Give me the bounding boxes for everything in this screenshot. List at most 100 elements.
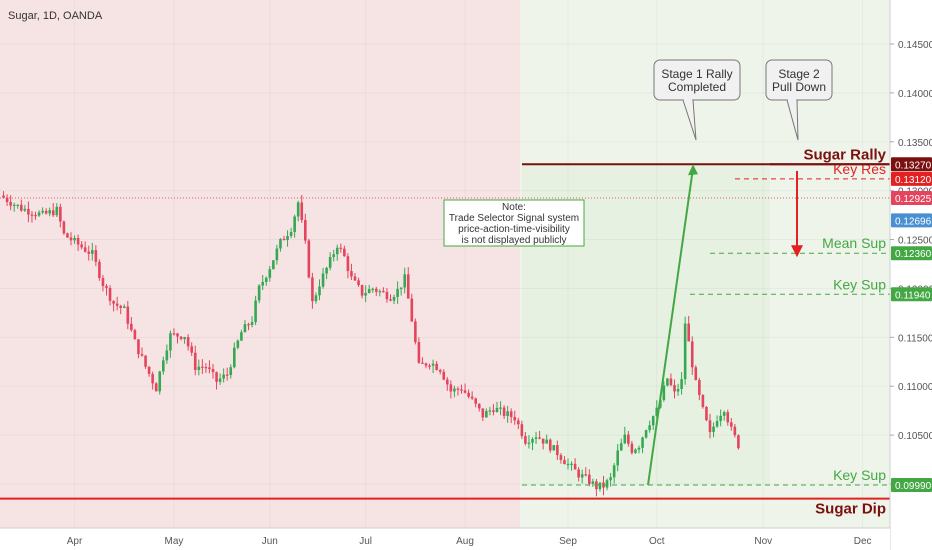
candle-body	[9, 202, 12, 206]
candle	[272, 260, 275, 270]
candle-body	[708, 420, 712, 433]
bearish-zone	[0, 0, 520, 528]
candle	[495, 401, 499, 413]
price-label-tag	[891, 171, 932, 186]
price-label-tag	[891, 157, 932, 172]
candle-body	[272, 260, 275, 270]
price-tick-label: 0.13500	[898, 138, 932, 149]
candle	[367, 284, 371, 294]
candle	[360, 284, 364, 299]
candle-body	[364, 293, 367, 296]
candle-body	[630, 443, 634, 453]
candle	[186, 334, 190, 351]
candle-body	[130, 323, 133, 331]
candle	[73, 235, 76, 244]
candle	[570, 461, 573, 471]
candle-body	[353, 276, 357, 281]
candle-body	[396, 288, 399, 297]
candle-body	[470, 396, 474, 399]
symbol-label: Sugar, 1D, OANDA	[8, 10, 103, 22]
candle	[517, 417, 520, 430]
candle-body	[328, 257, 332, 268]
candle-body	[34, 215, 37, 217]
candle	[417, 337, 421, 364]
candle	[332, 249, 335, 262]
candle-body	[321, 273, 325, 287]
candle	[151, 371, 154, 390]
candle-body	[165, 350, 169, 361]
candle	[147, 366, 151, 377]
price-axis-background	[890, 0, 932, 550]
candle-body	[474, 398, 477, 404]
candle-body	[332, 254, 335, 258]
candle-body	[91, 250, 94, 254]
candle	[627, 431, 630, 447]
candle-body	[520, 424, 524, 437]
candle-body	[499, 407, 502, 409]
candle-body	[488, 410, 492, 412]
candle-body	[722, 412, 726, 416]
candle	[410, 293, 414, 322]
candle-body	[162, 360, 165, 372]
candle-body	[673, 385, 676, 392]
candle-body	[563, 459, 566, 465]
candle	[687, 315, 690, 342]
candle	[9, 195, 12, 211]
candle	[612, 463, 616, 484]
candle-body	[339, 247, 343, 249]
candle-body	[94, 250, 98, 262]
candle-body	[41, 210, 44, 213]
candle-body	[651, 416, 655, 426]
candle-body	[406, 274, 410, 299]
candle-body	[240, 332, 243, 341]
candle	[108, 285, 112, 306]
candle	[446, 377, 449, 391]
candle-body	[588, 474, 591, 484]
candle-body	[247, 324, 250, 326]
candle-body	[261, 282, 264, 286]
price-label-text: 0.13120	[895, 175, 932, 186]
candle-body	[20, 204, 23, 211]
candle-body	[318, 286, 321, 296]
candle-body	[2, 195, 5, 198]
candle	[556, 440, 559, 460]
candle	[98, 259, 101, 281]
candle	[197, 359, 201, 376]
candle-body	[726, 412, 730, 423]
candle-body	[680, 379, 683, 389]
time-axis-background	[0, 528, 890, 550]
candle-body	[222, 374, 225, 379]
candle-body	[545, 439, 548, 444]
price-label-text: 0.09990	[895, 481, 932, 492]
candle	[20, 199, 23, 212]
candle-body	[566, 463, 570, 466]
stage-1-arrow-line	[647, 168, 694, 486]
candle-body	[183, 337, 186, 340]
candle-body	[176, 333, 179, 337]
candle-body	[463, 390, 467, 393]
candle	[247, 322, 250, 331]
callout-border	[653, 59, 741, 101]
candle	[87, 245, 91, 261]
stage-2-arrow-head	[791, 245, 803, 258]
time-axis[interactable]: Apr May Jun Jul Aug Sep Oct Nov Dec	[0, 527, 890, 550]
candle	[619, 438, 623, 451]
candle-body	[492, 410, 495, 412]
candle	[655, 400, 659, 420]
candle-body	[385, 291, 389, 300]
candle	[630, 440, 634, 455]
price-tick-label: 0.10500	[898, 431, 932, 442]
callout-tail	[786, 99, 799, 141]
candle	[286, 230, 289, 247]
candle-body	[243, 324, 247, 333]
candle-body	[300, 202, 304, 221]
candle-body	[307, 240, 311, 278]
candle	[69, 232, 73, 246]
price-axis[interactable]: 0.145000.140000.135000.130000.125000.120…	[889, 0, 932, 550]
candle-body	[414, 321, 417, 343]
candle-body	[80, 244, 83, 248]
candle-body	[83, 247, 87, 252]
candle-body	[23, 208, 27, 211]
candle-body	[403, 274, 406, 288]
